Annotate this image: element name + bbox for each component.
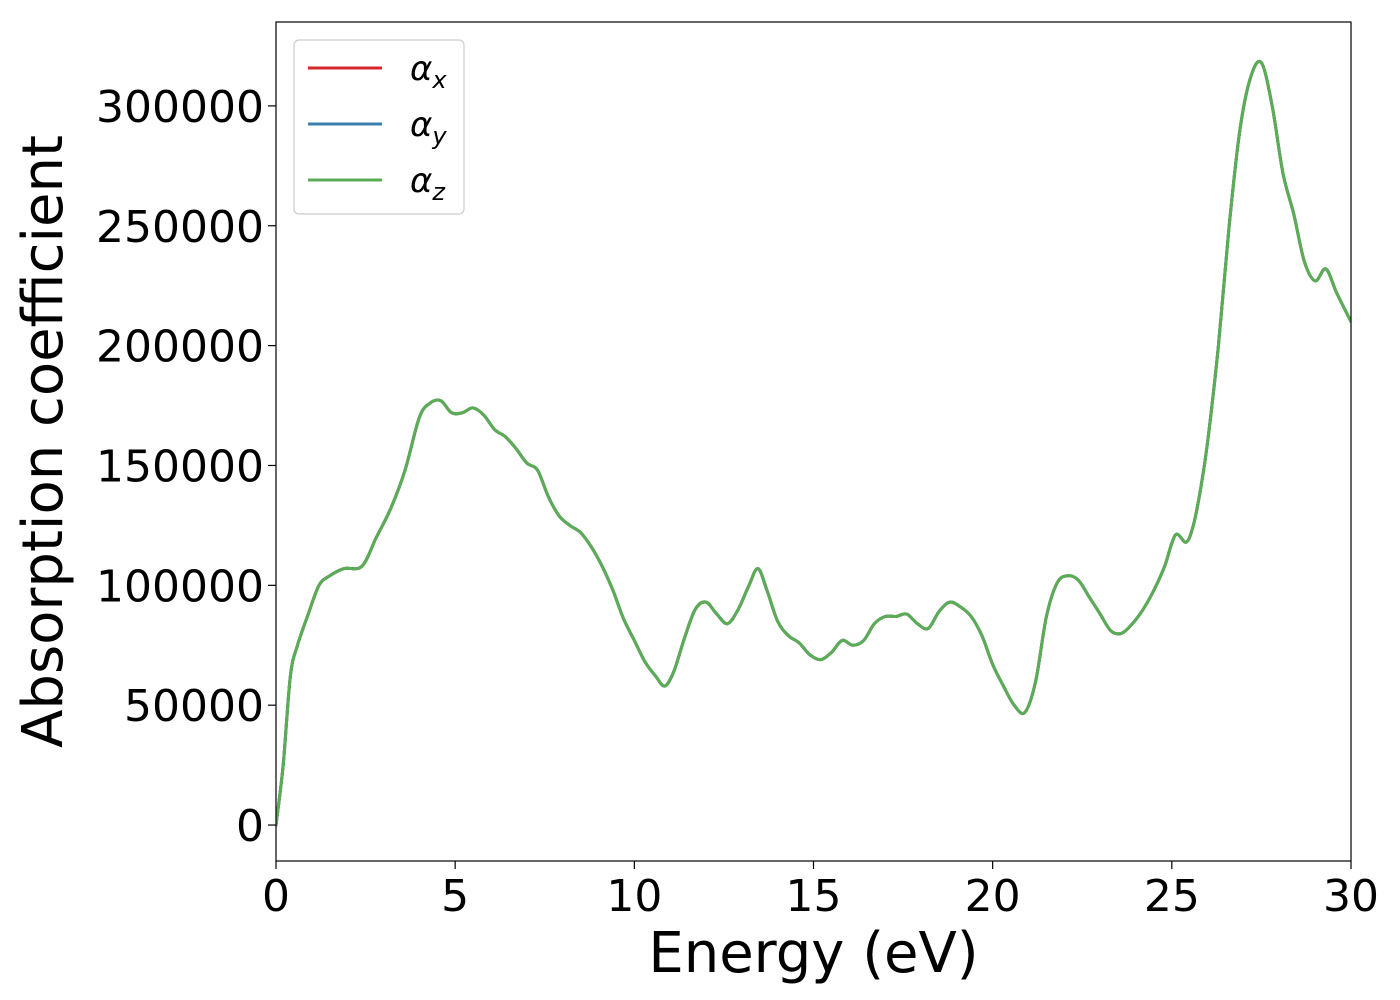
- plot-area: [276, 59, 1351, 827]
- y-tick-label: 150000: [96, 441, 264, 492]
- y-tick-label: 250000: [96, 202, 264, 253]
- x-axis: 0 5 10 15 20 25 30: [262, 861, 1379, 922]
- series-line-z: [276, 59, 1351, 827]
- x-tick-label: 10: [606, 871, 662, 922]
- y-tick-label: 0: [236, 801, 264, 852]
- x-tick-label: 30: [1323, 871, 1379, 922]
- y-tick-label: 100000: [96, 561, 264, 612]
- x-tick-label: 20: [965, 871, 1021, 922]
- y-axis-title: Absorption coefficient: [11, 135, 76, 748]
- y-tick-label: 200000: [96, 322, 264, 373]
- legend-box: [293, 39, 465, 215]
- y-tick-label: 50000: [124, 681, 264, 732]
- x-axis-title: Energy (eV): [648, 921, 978, 986]
- legend-label: αy: [410, 105, 447, 150]
- legend-label: αz: [410, 161, 446, 206]
- x-tick-label: 15: [786, 871, 842, 922]
- x-tick-label: 25: [1144, 871, 1200, 922]
- legend-label: αx: [410, 49, 447, 94]
- legend: αx αy αz: [293, 39, 465, 215]
- x-tick-label: 0: [262, 871, 290, 922]
- y-tick-label: 300000: [96, 82, 264, 133]
- y-axis: 0 50000 100000 150000 200000 250000 300000: [96, 82, 276, 852]
- x-tick-label: 5: [441, 871, 469, 922]
